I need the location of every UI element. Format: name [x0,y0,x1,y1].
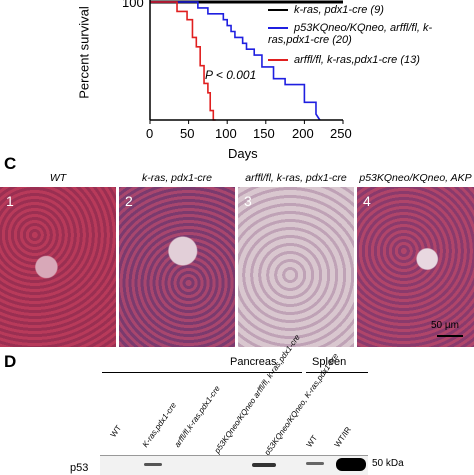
panel-title: arffl/fl, k-ras, pdx1-cre [245,172,347,184]
blot-band [336,458,366,471]
x-axis-label: Days [228,146,258,161]
panel-letter-d: D [4,352,17,371]
panel-letter-c: C [4,154,17,173]
blot-band [252,463,276,467]
legend-item: p53KQneo/KQneo, arffl/fl, k-ras,pdx1-cre… [268,22,474,46]
x-tick-label: 250 [330,126,352,141]
histology-image-wt: 1 [0,187,116,347]
y-tick-label: 100 [122,0,144,10]
legend: k-ras, pdx1-cre (9) p53KQneo/KQneo, arff… [268,4,474,68]
legend-item: k-ras, pdx1-cre (9) [268,4,474,18]
p-value: P < 0.001 [205,68,257,82]
legend-label: p53KQneo/KQneo, arffl/fl, k-ras,pdx1-cre… [268,22,433,46]
legend-item: arffl/fl, k-ras,pdx1-cre (13) [268,54,474,68]
blot-band [306,462,324,465]
lane-label: p53KQneo/KQneo arffl/fl, k-ras,pdx1-cre [212,332,302,455]
panel-title: p53KQneo/KQneo, AKP [359,172,472,184]
group-label-spleen: Spleen [312,356,347,368]
histology-image-kras: 2 [119,187,235,347]
marker-label: 50 kDa [372,458,404,469]
survival-curve-1 [150,1,321,121]
survival-curve-2 [150,1,216,121]
panel-number: 2 [125,193,133,209]
survival-plot [149,0,344,124]
group-label-pancreas: Pancreas [230,356,277,368]
legend-swatch [268,27,288,30]
panel-number: 1 [6,193,14,209]
panel-title: WT [49,172,67,184]
histology-image-akp: 4 50 µm [357,187,474,347]
histology-image-arf: 3 [238,187,354,347]
legend-label: k-ras, pdx1-cre (9) [294,4,384,16]
lane-label: WT [304,433,320,449]
x-tick-label: 100 [215,126,237,141]
panel-title: k-ras, pdx1-cre [141,172,213,184]
legend-swatch [268,9,288,12]
x-tick-label: 0 [146,126,154,141]
legend-label: arffl/fl, k-ras,pdx1-cre (13) [294,54,420,66]
scale-bar [437,335,463,337]
group-line-pancreas [102,372,302,373]
x-tick-label: 200 [292,126,314,141]
lane-label: WT/IR [332,425,354,449]
x-tick-label: 150 [253,126,275,141]
lane-label: WT [108,423,124,439]
panel-number: 4 [363,193,371,209]
lane-label: arffl/fl,k-ras,pdx1-cre [172,384,222,449]
legend-swatch [268,59,288,62]
y-axis-label: Percent survival [76,6,92,99]
x-tick-label: 50 [180,126,195,141]
scale-bar-label: 50 µm [431,320,459,331]
row-label-p53: p53 [70,462,89,474]
blot-band [144,463,162,466]
panel-number: 3 [244,193,252,209]
blot-membrane [100,455,368,475]
group-line-spleen [306,372,368,373]
